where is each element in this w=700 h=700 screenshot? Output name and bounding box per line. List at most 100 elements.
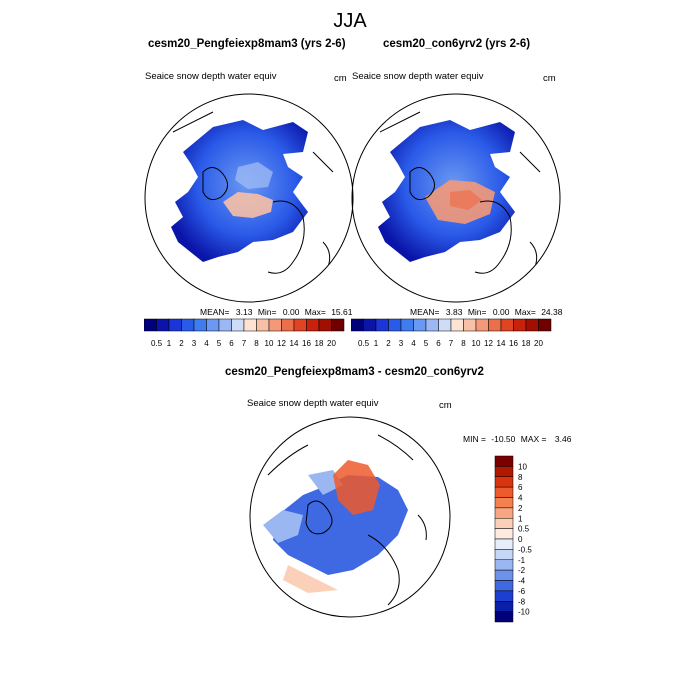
colorbar-swatch	[494, 497, 514, 509]
colorbar-swatch	[494, 601, 514, 612]
colorbar-swatch	[494, 538, 514, 550]
panel-2-variable: Seaice snow depth water equiv	[352, 71, 484, 82]
panel-1-max: 15.61	[331, 307, 353, 317]
colorbar-swatch	[218, 318, 232, 332]
colorbar-tick-label: -6	[518, 587, 526, 596]
panel-1-title: cesm20_Pengfeiexp8mam3 (yrs 2-6)	[148, 38, 346, 50]
diff-positive-region	[333, 460, 380, 515]
colorbar-tick-label: 0.5	[518, 525, 530, 534]
panel-2-min: 0.00	[492, 307, 510, 317]
colorbar-tick-label: 14	[497, 339, 506, 348]
colorbar-tick-label: 4	[518, 494, 523, 503]
figure-title: JJA	[333, 10, 367, 32]
colorbar-tick-label: 5	[424, 339, 429, 348]
mean-label: MEAN=	[200, 307, 230, 317]
colorbar-swatch	[494, 455, 514, 467]
colorbar-tick-label: 0.5	[358, 339, 370, 348]
panel-3-variable: Seaice snow depth water equiv	[247, 398, 379, 409]
colorbar-swatch	[494, 518, 514, 529]
colorbar-swatch	[494, 507, 514, 519]
coastline	[172, 111, 334, 274]
colorbar-swatch	[494, 476, 514, 488]
panel-1-variable: Seaice snow depth water equiv	[145, 71, 277, 82]
colorbar-tick-label: 4	[411, 339, 416, 348]
panel-1-mean: 3.13	[235, 307, 253, 317]
colorbar-tick-label: 20	[534, 339, 543, 348]
colorbar-tick-label: 0.5	[151, 339, 163, 348]
colorbar-swatch	[494, 486, 514, 498]
diff-min-label: MIN =	[463, 434, 486, 444]
panel-1-min: 0.00	[282, 307, 300, 317]
colorbar-tick-label: 2	[179, 339, 184, 348]
colorbar-swatch	[500, 318, 514, 332]
colorbar-tick-label: 14	[290, 339, 299, 348]
colorbar-swatch	[488, 318, 502, 332]
colorbar-swatch	[206, 318, 220, 332]
colorbar-panel-3: 10 86 421 0.50-0.5 -1-2 -4-6-8 -10	[494, 455, 532, 623]
colorbar-swatch	[463, 318, 477, 332]
colorbar-swatch	[231, 318, 245, 332]
colorbar-swatch	[513, 318, 527, 332]
colorbar-swatch	[494, 559, 514, 571]
colorbar-tick-label: -1	[518, 556, 526, 565]
colorbar-tick-label: 16	[302, 339, 311, 348]
colorbar-tick-label: 5	[217, 339, 222, 348]
colorbar-swatch	[318, 318, 332, 332]
colorbar-swatch	[281, 318, 295, 332]
seaice-region	[171, 120, 308, 262]
map-panel-3	[249, 416, 451, 618]
seaice-light-region	[450, 190, 482, 210]
colorbar-tick-label: 3	[399, 339, 404, 348]
colorbar-swatch	[494, 569, 514, 581]
colorbar-tick-label: 1	[518, 514, 523, 523]
panel-3-title: cesm20_Pengfeiexp8mam3 - cesm20_con6yrv2	[225, 366, 484, 378]
colorbar-swatch	[494, 580, 514, 592]
panel-3-min: -10.50	[491, 434, 516, 444]
colorbar-tick-label: 1	[167, 339, 172, 348]
panel-3-units: cm	[439, 400, 452, 411]
map-panel-1	[144, 93, 354, 303]
colorbar-swatch	[268, 318, 282, 332]
colorbar-tick-label: 8	[461, 339, 466, 348]
colorbar-tick-label: 4	[204, 339, 209, 348]
colorbar-swatch	[363, 318, 377, 332]
colorbar-swatch	[494, 528, 514, 540]
colorbar-tick-label: 3	[192, 339, 197, 348]
colorbar-tick-label: -0.5	[518, 545, 532, 554]
colorbar-panel-1: 0.5 1 2 3 4 5 6 7 8 10 12 14 16 18 20	[144, 318, 345, 348]
colorbar-tick-label: 0	[518, 535, 523, 544]
seaice-light-region	[235, 162, 273, 189]
colorbar-tick-label: -10	[518, 608, 530, 617]
colorbar-tick-label: 6	[436, 339, 441, 348]
colorbar-tick-label: 20	[327, 339, 336, 348]
colorbar-swatch	[256, 318, 270, 332]
panel-2-units: cm	[543, 73, 556, 84]
colorbar-swatch	[450, 318, 464, 332]
colorbar-tick-label: 18	[522, 339, 531, 348]
colorbar-swatch	[425, 318, 439, 332]
panel-2-title: cesm20_con6yrv2 (yrs 2-6)	[383, 38, 531, 50]
panel-2-mean: 3.83	[445, 307, 463, 317]
panel-2-max: 24.38	[541, 307, 563, 317]
colorbar-tick-label: -8	[518, 597, 526, 606]
max-label: Max=	[514, 307, 536, 317]
mean-label: MEAN=	[410, 307, 440, 317]
panel-3-max: 3.46	[554, 434, 572, 444]
colorbar-swatch	[293, 318, 307, 332]
colorbar-swatch	[494, 466, 514, 477]
panel-3-stats: MIN = -10.50 MAX = 3.46	[463, 434, 571, 444]
panel-1-units: cm	[334, 73, 347, 84]
min-label: Min=	[257, 307, 277, 317]
colorbar-swatch	[375, 318, 389, 332]
colorbar-tick-label: 2	[386, 339, 391, 348]
colorbar-tick-label: 8	[518, 473, 523, 482]
colorbar-swatch	[475, 318, 489, 332]
colorbar-tick-label: 6	[518, 483, 523, 492]
colorbar-swatch	[388, 318, 402, 332]
min-label: Min=	[467, 307, 487, 317]
max-label: Max=	[304, 307, 326, 317]
colorbar-tick-label: 2	[518, 504, 523, 513]
colorbar-tick-label: 10	[472, 339, 481, 348]
colorbar-tick-label: 10	[518, 462, 527, 471]
seaice-warm-region	[223, 192, 273, 218]
